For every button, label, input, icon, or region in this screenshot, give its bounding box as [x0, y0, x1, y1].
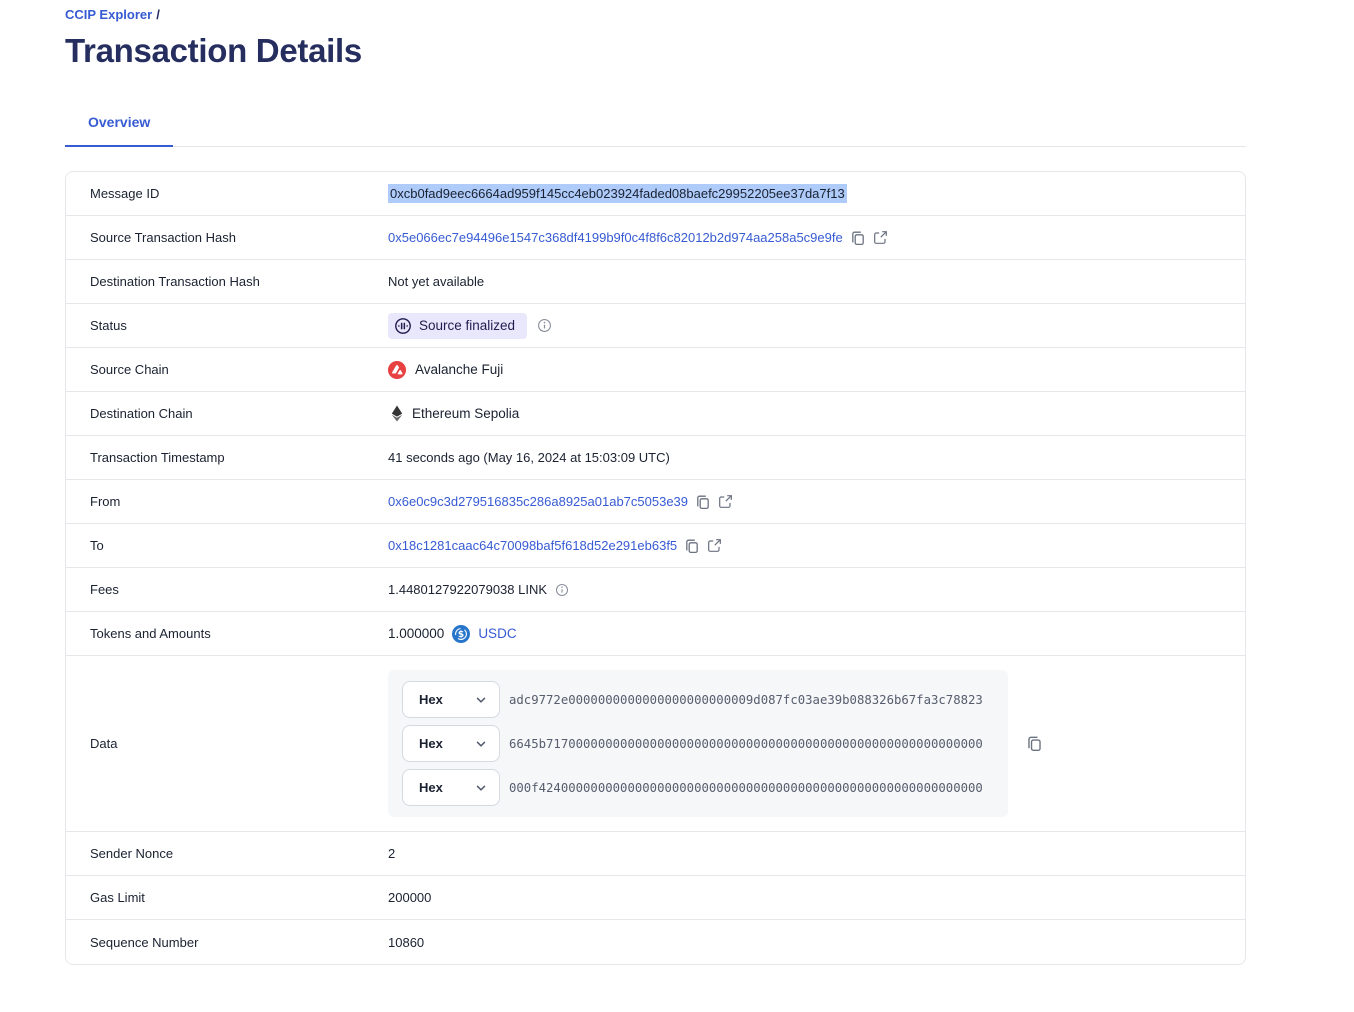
details-table: Message ID 0xcb0fad9eec6664ad959f145cc4e…: [65, 171, 1246, 965]
table-row-message-id: Message ID 0xcb0fad9eec6664ad959f145cc4e…: [66, 172, 1245, 216]
copy-icon: [695, 494, 711, 510]
table-row-dest-tx-hash: Destination Transaction Hash Not yet ava…: [66, 260, 1245, 304]
breadcrumb-link-ccip-explorer[interactable]: CCIP Explorer: [65, 7, 153, 22]
sender-nonce-value: 2: [388, 846, 396, 861]
hex-format-select[interactable]: Hex: [402, 681, 500, 718]
table-row-tokens: Tokens and Amounts 1.000000 $ USDC: [66, 612, 1245, 656]
status-badge: Source finalized: [388, 312, 528, 339]
external-link-icon: [718, 494, 733, 509]
message-id-value: 0xcb0fad9eec6664ad959f145cc4eb023924fade…: [388, 184, 847, 203]
info-icon[interactable]: [537, 318, 552, 333]
external-link-button[interactable]: [718, 494, 733, 509]
copy-icon: [1026, 735, 1043, 752]
row-label: Transaction Timestamp: [90, 450, 225, 465]
data-hex-line: adc9772e0000000000000000000000009d087fc0…: [509, 692, 983, 707]
table-row-sequence-number: Sequence Number 10860: [66, 920, 1245, 964]
table-row-sender-nonce: Sender Nonce 2: [66, 832, 1245, 876]
copy-button[interactable]: [695, 494, 711, 510]
row-label: From: [90, 494, 121, 509]
external-link-button[interactable]: [873, 230, 888, 245]
data-hex-line: 6645b71700000000000000000000000000000000…: [509, 736, 983, 751]
copy-button[interactable]: [684, 538, 700, 554]
source-tx-hash-link[interactable]: 0x5e066ec7e94496e1547c368df4199b9f0c4f8f…: [388, 230, 843, 245]
row-label: Source Transaction Hash: [90, 230, 236, 245]
status-finality-icon: [394, 317, 412, 335]
row-label: Destination Transaction Hash: [90, 274, 260, 289]
row-label: Data: [90, 736, 118, 751]
copy-button[interactable]: [850, 230, 866, 246]
info-icon[interactable]: [555, 583, 569, 597]
table-row-status: Status Source finalized: [66, 304, 1245, 348]
page-title: Transaction Details: [65, 32, 362, 69]
from-address-link[interactable]: 0x6e0c9c3d279516835c286a8925a01ab7c5053e…: [388, 494, 689, 509]
to-address-link[interactable]: 0x18c1281caac64c70098baf5f618d52e291eb63…: [388, 538, 678, 553]
row-label: Gas Limit: [90, 890, 145, 905]
external-link-icon: [873, 230, 888, 245]
data-line: Hex adc9772e0000000000000000000000009d08…: [402, 681, 996, 718]
data-line: Hex 6645b7170000000000000000000000000000…: [402, 725, 996, 762]
copy-icon: [684, 538, 700, 554]
table-row-source-chain: Source Chain Avalanche Fuji: [66, 348, 1245, 392]
copy-data-button[interactable]: [1026, 735, 1043, 752]
usdc-icon: $: [452, 624, 471, 643]
table-row-fees: Fees 1.4480127922079038 LINK: [66, 568, 1245, 612]
timestamp-value: 41 seconds ago (May 16, 2024 at 15:03:09…: [388, 450, 670, 465]
external-link-icon: [707, 538, 722, 553]
row-label: To: [90, 538, 104, 553]
status-badge-label: Source finalized: [419, 318, 516, 333]
chevron-down-icon: [475, 782, 487, 794]
external-link-button[interactable]: [707, 538, 722, 553]
table-row-to: To 0x18c1281caac64c70098baf5f618d52e291e…: [66, 524, 1245, 568]
row-label: Sender Nonce: [90, 846, 174, 861]
data-line: Hex 000f42400000000000000000000000000000…: [402, 769, 996, 806]
breadcrumb-separator: /: [156, 7, 160, 22]
transaction-details-page: CCIP Explorer / Transaction Details Overv…: [65, 0, 1246, 965]
avalanche-icon: [388, 360, 406, 379]
chevron-down-icon: [475, 694, 487, 706]
hex-format-select[interactable]: Hex: [402, 769, 500, 806]
token-amount: 1.000000: [388, 626, 445, 641]
gas-limit-value: 200000: [388, 890, 432, 905]
token-symbol-link[interactable]: USDC: [478, 626, 517, 641]
data-hex-line: 000f424000000000000000000000000000000000…: [509, 780, 983, 795]
dest-chain-name: Ethereum Sepolia: [412, 406, 520, 421]
chevron-down-icon: [475, 738, 487, 750]
hex-format-label: Hex: [419, 736, 443, 751]
hex-format-label: Hex: [419, 692, 443, 707]
tab-bar: Overview: [65, 104, 1246, 147]
source-chain-name: Avalanche Fuji: [415, 362, 504, 377]
dest-tx-hash-value: Not yet available: [388, 274, 485, 289]
hex-format-select[interactable]: Hex: [402, 725, 500, 762]
table-row-gas-limit: Gas Limit 200000: [66, 876, 1245, 920]
table-row-data: Data Hex adc9772e00000000000000000000000…: [66, 656, 1245, 832]
copy-icon: [850, 230, 866, 246]
table-row-timestamp: Transaction Timestamp 41 seconds ago (Ma…: [66, 436, 1245, 480]
sequence-number-value: 10860: [388, 934, 425, 950]
breadcrumb: CCIP Explorer /: [65, 7, 1246, 22]
table-row-dest-chain: Destination Chain Ethereum Sepolia: [66, 392, 1245, 436]
data-hex-box: Hex adc9772e0000000000000000000000009d08…: [388, 670, 1008, 817]
tab-overview[interactable]: Overview: [65, 104, 174, 147]
row-label: Sequence Number: [90, 934, 199, 950]
row-label: Destination Chain: [90, 406, 193, 421]
svg-text:$: $: [458, 630, 464, 640]
hex-format-label: Hex: [419, 780, 443, 795]
table-row-source-tx-hash: Source Transaction Hash 0x5e066ec7e94496…: [66, 216, 1245, 260]
ethereum-icon: [391, 405, 403, 422]
row-label: Fees: [90, 582, 119, 597]
row-label: Message ID: [90, 186, 160, 201]
row-label: Status: [90, 318, 127, 333]
fees-value: 1.4480127922079038 LINK: [388, 582, 548, 597]
row-label: Tokens and Amounts: [90, 626, 211, 641]
row-label: Source Chain: [90, 362, 169, 377]
table-row-from: From 0x6e0c9c3d279516835c286a8925a01ab7c…: [66, 480, 1245, 524]
